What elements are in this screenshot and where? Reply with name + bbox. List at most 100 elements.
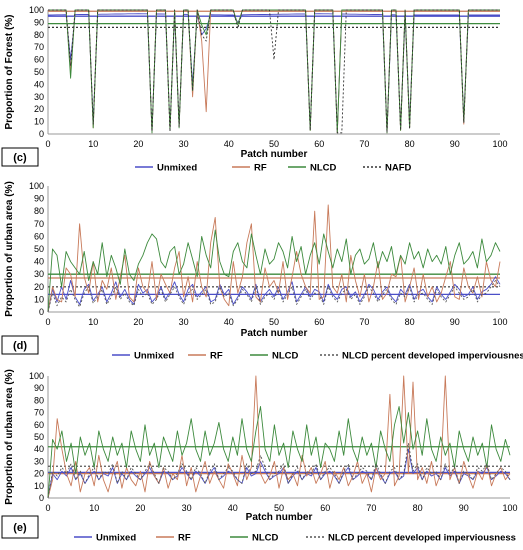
x-tick-label: 30	[179, 139, 189, 149]
y-tick-label: 20	[34, 282, 44, 292]
series-line-unmixed	[47, 276, 501, 313]
x-tick-label: 50	[274, 503, 284, 513]
y-tick-label: 20	[34, 104, 44, 114]
y-tick-label: 90	[34, 194, 44, 204]
x-tick-label: 20	[135, 503, 145, 513]
y-tick-label: 20	[34, 469, 44, 479]
x-axis-label: Patch number	[246, 512, 313, 523]
x-tick-label: 80	[405, 139, 415, 149]
series-line-unmixed	[47, 448, 511, 499]
y-tick-label: 90	[34, 17, 44, 27]
x-tick-label: 30	[182, 503, 192, 513]
panel-label-box	[1, 515, 39, 539]
legend-label: Unmixed	[96, 533, 136, 544]
legend-label: RF	[178, 533, 191, 544]
x-tick-label: 0	[45, 317, 50, 327]
panel-label-box	[1, 147, 39, 167]
x-tick-label: 40	[228, 503, 238, 513]
y-tick-label: 100	[29, 371, 44, 381]
x-axis-label: Patch number	[241, 328, 308, 339]
x-tick-label: 0	[45, 139, 50, 149]
series-line-rf	[47, 375, 511, 499]
x-tick-label: 50	[269, 139, 279, 149]
legend-label: NLCD percent developed imperviousness	[328, 533, 516, 544]
series-line-nlcd-percent-developed-imperviousness	[47, 280, 501, 313]
panel-label: (e)	[13, 522, 27, 534]
y-tick-label: 40	[34, 79, 44, 89]
y-tick-label: 10	[34, 294, 44, 304]
y-axis-label: Proportion of urban area (%)	[4, 181, 15, 317]
y-tick-label: 50	[34, 432, 44, 442]
x-tick-label: 10	[89, 503, 99, 513]
y-tick-label: 60	[34, 420, 44, 430]
panel-label-box	[1, 335, 39, 355]
series-line-nafd	[48, 9, 500, 134]
y-tick-label: 100	[29, 5, 44, 15]
y-tick-label: 80	[34, 206, 44, 216]
legend-label: RF	[254, 163, 267, 174]
y-tick-label: 30	[34, 269, 44, 279]
y-tick-label: 70	[34, 42, 44, 52]
legend-label: NLCD percent developed imperviousness	[342, 351, 523, 362]
x-axis-label: Patch number	[241, 149, 308, 160]
x-tick-label: 100	[502, 503, 517, 513]
x-tick-label: 60	[314, 317, 324, 327]
x-tick-label: 30	[179, 317, 189, 327]
y-axis-label: Proportion of urban area (%)	[4, 369, 15, 505]
y-tick-label: 80	[34, 30, 44, 40]
x-tick-label: 90	[450, 317, 460, 327]
y-tick-label: 60	[34, 231, 44, 241]
x-tick-label: 40	[224, 317, 234, 327]
y-tick-label: 60	[34, 55, 44, 65]
x-tick-label: 60	[320, 503, 330, 513]
y-tick-label: 40	[34, 444, 44, 454]
x-tick-label: 70	[366, 503, 376, 513]
x-tick-label: 70	[359, 139, 369, 149]
x-tick-label: 80	[413, 503, 423, 513]
y-tick-label: 10	[34, 481, 44, 491]
x-tick-label: 80	[405, 317, 415, 327]
chart-panel-d: 0 10 20 30 40 50 60 70 80 90 100 0 10 20 30 40 50 60 70 80 9…	[1, 181, 523, 362]
legend-label: NAFD	[385, 163, 412, 174]
y-tick-label: 50	[34, 244, 44, 254]
x-tick-label: 60	[314, 139, 324, 149]
series-line-nlcd	[47, 229, 501, 313]
x-tick-label: 100	[492, 317, 507, 327]
x-tick-label: 40	[224, 139, 234, 149]
legend-label: RF	[210, 351, 223, 362]
y-tick-label: 70	[34, 408, 44, 418]
legend-label: NLCD	[272, 351, 299, 362]
chart-panel-e: 0 10 20 30 40 50 60 70 80 90 100 0 10 20 30 40 50 60 70 80 9…	[1, 369, 518, 544]
x-tick-label: 100	[492, 139, 507, 149]
y-tick-label: 30	[34, 456, 44, 466]
legend-label: Unmixed	[134, 351, 174, 362]
y-tick-label: 30	[34, 92, 44, 102]
y-tick-label: 80	[34, 395, 44, 405]
y-tick-label: 50	[34, 67, 44, 77]
x-tick-label: 20	[133, 139, 143, 149]
legend-label: Unmixed	[157, 163, 197, 174]
y-tick-label: 0	[39, 493, 44, 503]
x-tick-label: 90	[459, 503, 469, 513]
y-tick-label: 70	[34, 219, 44, 229]
x-tick-label: 0	[45, 503, 50, 513]
y-tick-label: 10	[34, 117, 44, 127]
x-tick-label: 70	[359, 317, 369, 327]
series-line-nlcd-percent-developed-imperviousness	[47, 442, 511, 499]
y-tick-label: 40	[34, 257, 44, 267]
x-tick-label: 90	[450, 139, 460, 149]
panel-label: (d)	[13, 340, 27, 352]
series-line-nlcd	[47, 406, 511, 499]
y-axis-label: Proportion of Forest (%)	[4, 15, 15, 130]
y-tick-label: 90	[34, 383, 44, 393]
legend-label: NLCD	[252, 533, 279, 544]
y-tick-label: 100	[29, 181, 44, 191]
x-tick-label: 10	[88, 317, 98, 327]
series-line-unmixed	[47, 13, 500, 132]
legend-label: NLCD	[310, 163, 337, 174]
series-line-nlcd	[48, 9, 500, 134]
x-tick-label: 20	[133, 317, 143, 327]
x-tick-label: 50	[269, 317, 279, 327]
y-tick-label: 0	[39, 307, 44, 317]
